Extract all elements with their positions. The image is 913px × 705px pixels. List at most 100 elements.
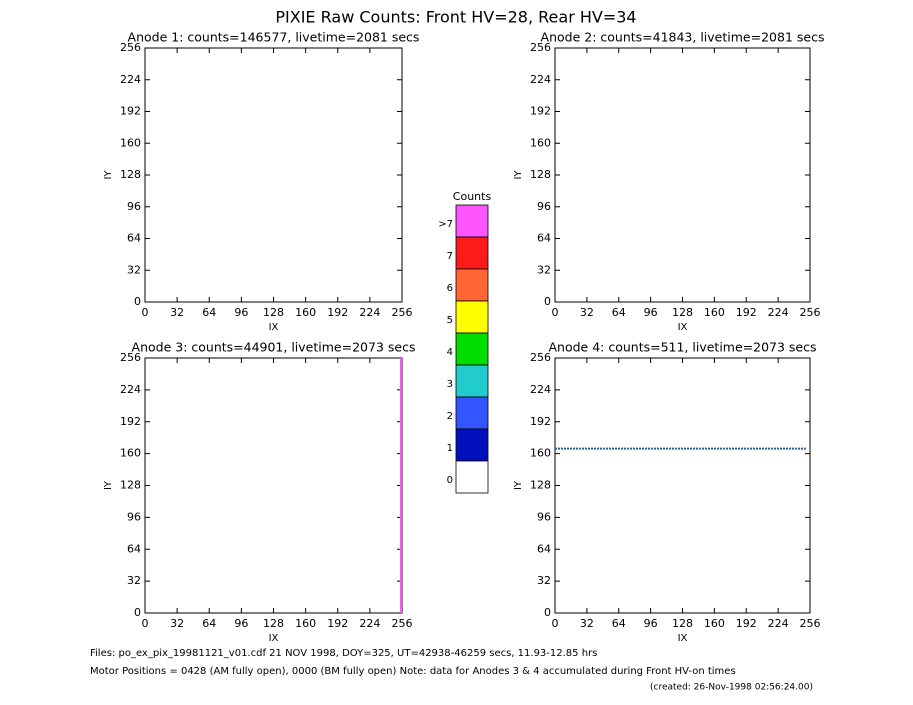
x-tick-label: 256 — [800, 617, 821, 630]
y-tick-label: 224 — [120, 73, 141, 86]
x-tick-label: 160 — [704, 617, 725, 630]
x-axis-label: IX — [269, 322, 279, 333]
colorbar-label: 2 — [447, 411, 453, 422]
x-tick-label: 64 — [202, 617, 216, 630]
y-tick-label: 0 — [134, 295, 141, 308]
y-tick-label: 128 — [530, 479, 551, 492]
y-tick-label: 96 — [537, 510, 551, 523]
x-tick-label: 224 — [359, 306, 380, 319]
y-tick-label: 160 — [530, 447, 551, 460]
x-tick-label: 128 — [263, 306, 284, 319]
x-tick-label: 32 — [580, 617, 594, 630]
x-tick-label: 96 — [644, 617, 658, 630]
colorbar-cell — [455, 204, 489, 238]
panel-title: Anode 2: counts=41843, livetime=2081 sec… — [541, 30, 825, 45]
panel-title: Anode 3: counts=44901, livetime=2073 sec… — [132, 340, 416, 355]
y-axis-label: IY — [103, 480, 114, 490]
x-tick-label: 32 — [170, 306, 184, 319]
x-tick-label: 160 — [295, 617, 316, 630]
x-tick-label: 0 — [552, 617, 559, 630]
footer-line: Motor Positions = 0428 (AM fully open), … — [90, 666, 736, 677]
colorbar-label: 3 — [447, 379, 453, 390]
colorbar-label: >7 — [438, 219, 453, 230]
y-tick-label: 256 — [530, 41, 551, 54]
x-tick-label: 224 — [768, 306, 789, 319]
plot-frame — [554, 47, 811, 303]
y-tick-label: 128 — [530, 168, 551, 181]
x-tick-label: 32 — [580, 306, 594, 319]
y-axis-label: IY — [513, 480, 524, 490]
y-tick-label: 256 — [530, 351, 551, 364]
x-tick-label: 0 — [142, 617, 149, 630]
colorbar-cell — [455, 396, 489, 430]
x-axis-label: IX — [678, 322, 688, 333]
x-tick-label: 224 — [359, 617, 380, 630]
y-tick-label: 64 — [127, 542, 141, 555]
x-axis-label: IX — [678, 633, 688, 644]
x-tick-label: 0 — [552, 306, 559, 319]
footer-line: (created: 26-Nov-1998 02:56:24.00) — [650, 683, 813, 693]
x-tick-label: 96 — [234, 617, 248, 630]
colorbar-title: Counts — [453, 190, 492, 203]
x-tick-label: 192 — [736, 617, 757, 630]
y-tick-label: 64 — [537, 542, 551, 555]
plot-frame — [554, 357, 811, 614]
y-tick-label: 160 — [120, 136, 141, 149]
y-tick-label: 32 — [127, 263, 141, 276]
plot-frame — [144, 47, 403, 303]
x-tick-label: 96 — [644, 306, 658, 319]
footer-line: Files: po_ex_pix_19981121_v01.cdf 21 NOV… — [90, 648, 597, 659]
y-tick-label: 224 — [120, 383, 141, 396]
x-tick-label: 160 — [295, 306, 316, 319]
y-tick-label: 64 — [127, 232, 141, 245]
y-tick-label: 192 — [120, 105, 141, 118]
x-tick-label: 192 — [327, 617, 348, 630]
x-tick-label: 160 — [704, 306, 725, 319]
colorbar-cell — [455, 460, 489, 494]
y-tick-label: 256 — [120, 351, 141, 364]
y-tick-label: 0 — [544, 606, 551, 619]
y-tick-label: 224 — [530, 383, 551, 396]
colorbar-label: 6 — [447, 283, 453, 294]
colorbar-cell — [455, 364, 489, 398]
y-tick-label: 192 — [530, 415, 551, 428]
x-tick-label: 192 — [736, 306, 757, 319]
x-tick-label: 128 — [672, 617, 693, 630]
x-tick-label: 96 — [234, 306, 248, 319]
x-tick-label: 64 — [612, 617, 626, 630]
colorbar-cell — [455, 268, 489, 302]
colorbar-label: 7 — [447, 251, 453, 262]
page-title: PIXIE Raw Counts: Front HV=28, Rear HV=3… — [275, 8, 636, 27]
panel-title: Anode 1: counts=146577, livetime=2081 se… — [128, 30, 420, 45]
y-tick-label: 128 — [120, 479, 141, 492]
x-tick-label: 256 — [392, 617, 413, 630]
x-tick-label: 64 — [202, 306, 216, 319]
colorbar-cell — [455, 236, 489, 270]
y-tick-label: 0 — [544, 295, 551, 308]
x-tick-label: 128 — [263, 617, 284, 630]
y-axis-label: IY — [513, 170, 524, 180]
panel-title: Anode 4: counts=511, livetime=2073 secs — [548, 340, 816, 355]
x-tick-label: 128 — [672, 306, 693, 319]
y-tick-label: 96 — [127, 510, 141, 523]
colorbar-cell — [455, 300, 489, 334]
y-tick-label: 96 — [127, 200, 141, 213]
y-axis-label: IY — [103, 170, 114, 180]
x-tick-label: 256 — [392, 306, 413, 319]
colorbar-label: 1 — [447, 443, 453, 454]
y-tick-label: 128 — [120, 168, 141, 181]
colorbar-label: 0 — [447, 475, 453, 486]
y-tick-label: 160 — [530, 136, 551, 149]
x-tick-label: 0 — [142, 306, 149, 319]
y-tick-label: 192 — [530, 105, 551, 118]
colorbar-cell — [455, 332, 489, 366]
y-tick-label: 224 — [530, 73, 551, 86]
x-tick-label: 64 — [612, 306, 626, 319]
colorbar-label: 5 — [447, 315, 453, 326]
y-tick-label: 64 — [537, 232, 551, 245]
y-tick-label: 256 — [120, 41, 141, 54]
x-axis-label: IX — [269, 633, 279, 644]
y-tick-label: 192 — [120, 415, 141, 428]
colorbar-cell — [455, 428, 489, 462]
y-tick-label: 32 — [127, 574, 141, 587]
